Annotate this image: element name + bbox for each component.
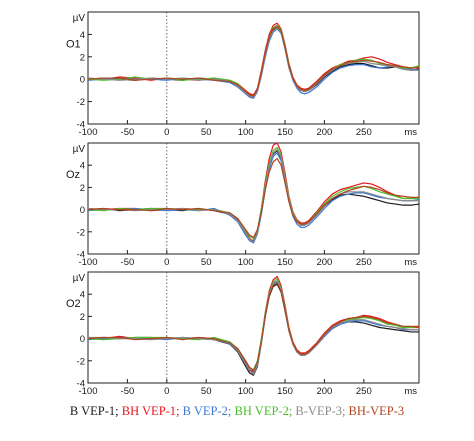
oz-series-bh-vep-3 bbox=[87, 157, 419, 238]
legend-entry-b-vep-1: B VEP-1; bbox=[69, 404, 122, 418]
oz-xtick-label: 200 bbox=[316, 257, 332, 268]
o2-xtick-label: -100 bbox=[78, 386, 97, 397]
o2-panel-frame bbox=[87, 271, 420, 384]
o2-xtick-label: 50 bbox=[201, 386, 212, 397]
oz-channel-label: Oz bbox=[66, 169, 80, 181]
o1-xtick-label: 250 bbox=[356, 127, 372, 138]
o1-channel-label: O1 bbox=[66, 38, 81, 50]
o2-ylabel: µV bbox=[73, 273, 86, 284]
oz-series-b-vep-3 bbox=[87, 149, 419, 243]
o2-xtick-label: 0 bbox=[164, 386, 169, 397]
oz-ytick-label: -2 bbox=[77, 227, 85, 238]
oz-series-b-vep-1 bbox=[87, 150, 420, 242]
o2-series-b-vep-2 bbox=[87, 281, 419, 374]
o2-series-b-vep-1 bbox=[87, 283, 419, 376]
oz-xtick-label: 50 bbox=[201, 257, 212, 268]
oz-ytick-label: -4 bbox=[77, 250, 85, 261]
oz-ytick-label: 2 bbox=[80, 183, 85, 194]
o1-ytick-label: 2 bbox=[80, 52, 85, 63]
o1-series-bh-vep-3 bbox=[87, 25, 419, 97]
o2-xtick-label: 100 bbox=[238, 386, 254, 397]
o2-xtick-label: 250 bbox=[356, 386, 372, 397]
oz-xtick-label: 250 bbox=[356, 257, 372, 268]
o1-xtick-label: 200 bbox=[316, 127, 332, 138]
o1-ytick-label: 0 bbox=[80, 75, 85, 86]
o1-ytick-label: 4 bbox=[80, 30, 85, 41]
o1-xtick-label: -50 bbox=[121, 127, 135, 138]
legend-entry-bh-vep-3: BH-VEP-3 bbox=[348, 404, 405, 418]
o2-ytick-label: -2 bbox=[77, 356, 85, 367]
o1-xtick-label: -100 bbox=[78, 127, 97, 138]
oz-xtick-label: 0 bbox=[164, 257, 169, 268]
legend-entry-bh-vep-2: BH VEP-2; bbox=[234, 404, 296, 418]
o1-xtick-label: 150 bbox=[277, 127, 293, 138]
oz-xtick-label: -100 bbox=[78, 257, 97, 268]
legend-entry-bh-vep-1: BH VEP-1; bbox=[121, 404, 183, 418]
o2-xlabel: ms bbox=[404, 386, 417, 397]
o1-ytick-label: -2 bbox=[77, 97, 85, 108]
o1-xlabel: ms bbox=[404, 127, 417, 138]
o2-xtick-label: -50 bbox=[121, 386, 135, 397]
o1-xtick-label: 100 bbox=[238, 127, 254, 138]
o1-ytick-label: -4 bbox=[77, 120, 85, 131]
oz-xtick-label: 150 bbox=[277, 257, 293, 268]
o2-ytick-label: 0 bbox=[80, 334, 85, 345]
oz-xlabel: ms bbox=[404, 257, 417, 268]
o2-ytick-label: 2 bbox=[80, 312, 85, 323]
legend-entry-b-vep-2: B VEP-2; bbox=[182, 404, 235, 418]
o2-xtick-label: 150 bbox=[277, 386, 293, 397]
o2-xtick-label: 200 bbox=[316, 386, 332, 397]
oz-ytick-label: 0 bbox=[80, 205, 85, 216]
legend: B VEP-1; BH VEP-1; B VEP-2; BH VEP-2; B-… bbox=[0, 404, 474, 419]
o2-channel-label: O2 bbox=[66, 298, 81, 310]
oz-ytick-label: 4 bbox=[80, 161, 85, 172]
o1-series-bh-vep-1 bbox=[87, 22, 420, 96]
o1-series-b-vep-3 bbox=[87, 27, 419, 98]
o1-panel-frame bbox=[87, 11, 420, 125]
o1-xtick-label: 50 bbox=[201, 127, 212, 138]
o2-series-bh-vep-3 bbox=[87, 282, 419, 372]
o1-ylabel: µV bbox=[73, 13, 86, 24]
o2-ytick-label: 4 bbox=[80, 290, 85, 301]
oz-series-bh-vep-1 bbox=[87, 142, 420, 243]
oz-ylabel: µV bbox=[73, 144, 86, 155]
o2-series-b-vep-3 bbox=[88, 280, 419, 375]
oz-xtick-label: 100 bbox=[238, 257, 254, 268]
o1-series-b-vep-2 bbox=[87, 28, 420, 99]
o2-ytick-label: -4 bbox=[77, 379, 85, 390]
oz-xtick-label: -50 bbox=[121, 257, 135, 268]
legend-entry-b-vep-3: B-VEP-3; bbox=[295, 404, 349, 418]
o1-xtick-label: 0 bbox=[164, 127, 169, 138]
